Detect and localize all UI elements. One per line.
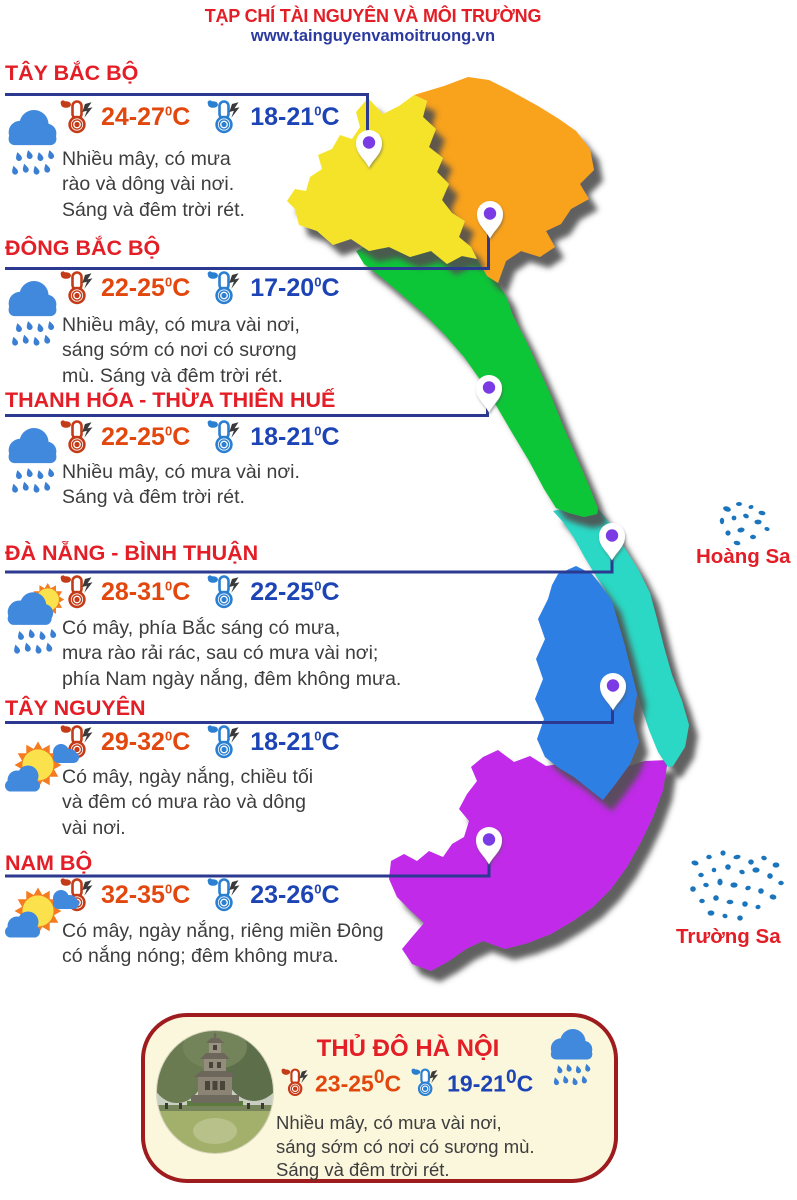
- region-temps-thanh-hoa-hue: 22-250C 18-210C: [60, 420, 340, 454]
- map-pin-dong-bac-bo: [477, 201, 503, 239]
- rain-cloud-icon: [4, 428, 62, 509]
- thermometer-hot-icon: [281, 1067, 310, 1096]
- temp-low: 23-260C: [250, 880, 340, 909]
- hanoi-photo: [157, 1031, 273, 1153]
- capital-card-temps: 23-250C 19-210C: [281, 1067, 533, 1098]
- region-forecast-text: Nhiều mây, có mưa rào và dông vài nơi. S…: [62, 148, 245, 221]
- temp-high: 28-310C: [101, 577, 191, 606]
- temp-high: 29-320C: [101, 727, 191, 756]
- turtle-tower-illustration: [157, 1031, 273, 1153]
- capital-forecast-text: Nhiều mây, có mưa vài nơi, sáng sớm có n…: [276, 1112, 535, 1181]
- map-pin-nam-bo: [476, 827, 502, 865]
- thermometer-cold-icon: [207, 100, 242, 134]
- rain-cloud-icon: [547, 1029, 597, 1100]
- map-region-nam-bo: [389, 750, 668, 971]
- region-forecast-text: Nhiều mây, có mưa vài nơi, sáng sớm có n…: [62, 314, 300, 387]
- region-title-tay-bac-bo: TÂY BẮC BỘ: [5, 61, 139, 85]
- map-pin-tay-nguyen: [600, 673, 626, 711]
- region-title-tay-nguyen: TÂY NGUYÊN: [5, 696, 146, 720]
- map-pin-thanh-hoa-hue: [476, 375, 502, 413]
- region-forecast-text: Có mây, ngày nắng, chiều tối và đêm có m…: [62, 766, 314, 839]
- region-temps-da-nang-binh-thuan: 28-310C 22-250C: [60, 575, 340, 609]
- temp-low: 17-200C: [250, 273, 340, 302]
- hanoi-capital-card: THỦ ĐÔ HÀ NỘI 23-250C 19-210C Nhiều mây,…: [141, 1013, 618, 1183]
- temp-low: 18-210C: [250, 102, 340, 131]
- region-forecast-text: Có mây, ngày nắng, riêng miền Đông có nắ…: [62, 920, 384, 968]
- rain-cloud-icon: [4, 110, 62, 191]
- temp-high: 22-250C: [101, 273, 191, 302]
- region-temps-tay-bac-bo: 24-270C 18-210C: [60, 100, 340, 134]
- region-temps-nam-bo: 32-350C 23-260C: [60, 878, 340, 912]
- region-temps-dong-bac-bo: 22-250C 17-200C: [60, 271, 340, 305]
- thermometer-cold-icon: [207, 725, 242, 759]
- truong-sa-islands: [690, 850, 784, 921]
- map-pin-da-nang-binh-thuan: [599, 523, 625, 561]
- map-pin-tay-bac-bo: [356, 130, 382, 168]
- map-region-tay-nguyen: [535, 566, 639, 800]
- temp-low: 19-210C: [447, 1067, 534, 1097]
- region-forecast-text: Nhiều mây, có mưa vài nơi. Sáng và đêm t…: [62, 461, 300, 509]
- temp-high: 24-270C: [101, 102, 191, 131]
- temp-low: 18-210C: [250, 422, 340, 451]
- region-title-dong-bac-bo: ĐÔNG BẮC BỘ: [5, 236, 161, 260]
- map-region-thanh-hoa-hue: [356, 238, 598, 517]
- region-title-da-nang-binh-thuan: ĐÀ NẴNG - BÌNH THUẬN: [5, 541, 259, 565]
- map-region-tay-bac-bo: [287, 95, 477, 264]
- temp-high: 22-250C: [101, 422, 191, 451]
- temp-low: 18-210C: [250, 727, 340, 756]
- region-temps-tay-nguyen: 29-320C 18-210C: [60, 725, 340, 759]
- thermometer-cold-icon: [207, 575, 242, 609]
- temp-low: 22-250C: [250, 577, 340, 606]
- thermometer-hot-icon: [60, 420, 94, 454]
- temp-high: 23-250C: [315, 1067, 402, 1097]
- thermometer-cold-icon: [207, 878, 242, 912]
- thermometer-hot-icon: [60, 271, 94, 305]
- rain-cloud-icon: [4, 281, 62, 362]
- thermometer-hot-icon: [60, 100, 94, 134]
- website-link[interactable]: www.tainguyenvamoitruong.vn: [250, 27, 496, 45]
- truong-sa-label: Trường Sa: [676, 925, 781, 948]
- region-forecast-text: Có mây, phía Bắc sáng có mưa, mưa rào rả…: [62, 617, 402, 690]
- region-title-thanh-hoa-hue: THANH HÓA - THỪA THIÊN HUẾ: [5, 388, 336, 412]
- hoang-sa-label: Hoàng Sa: [696, 545, 791, 568]
- thermometer-cold-icon: [207, 271, 242, 305]
- magazine-title: TẠP CHÍ TÀI NGUYÊN VÀ MÔI TRƯỜNG: [204, 6, 542, 26]
- region-title-nam-bo: NAM BỘ: [5, 851, 93, 875]
- temp-high: 32-350C: [101, 880, 191, 909]
- map-region-dong-bac-bo: [414, 77, 594, 283]
- hoang-sa-islands: [719, 502, 770, 546]
- thermometer-cold-icon: [207, 420, 242, 454]
- thermometer-cold-icon: [411, 1067, 440, 1096]
- capital-card-title: THỦ ĐÔ HÀ NỘI: [316, 1035, 500, 1062]
- map-pins: [356, 130, 626, 865]
- sun-cloud-rain-icon: [4, 581, 68, 668]
